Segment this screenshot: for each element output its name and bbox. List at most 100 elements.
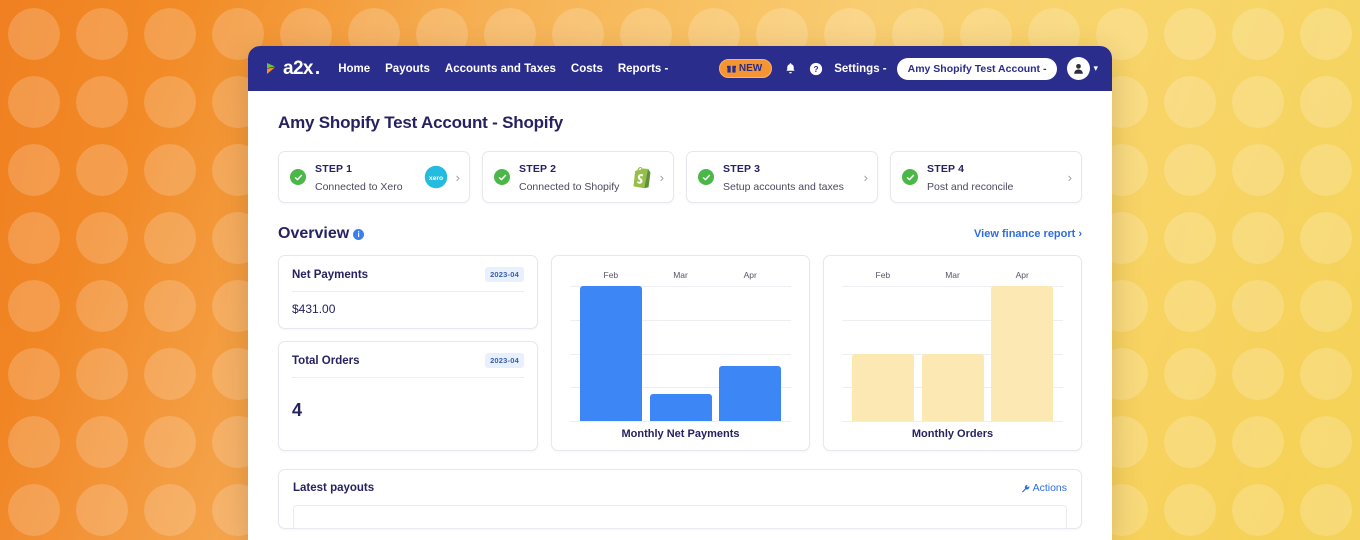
divider <box>292 291 524 292</box>
bar-apr[interactable] <box>719 365 782 421</box>
bar-slot <box>715 286 785 421</box>
bar-mar[interactable] <box>921 353 984 421</box>
overview-grid: Net Payments 2023-04 $431.00 Total Order… <box>278 255 1082 451</box>
nav-link-home[interactable]: Home <box>338 62 371 75</box>
gridline <box>570 421 791 422</box>
divider <box>292 377 524 378</box>
step-label-2: STEP 2 <box>519 163 557 175</box>
step-text-2: STEP 2 Connected to Shopify <box>519 159 628 195</box>
chevron-right-icon: › <box>1078 228 1082 240</box>
stat-title-total-orders: Total Orders <box>292 354 360 367</box>
overview-title: Overview <box>278 225 350 242</box>
view-finance-report-label: View finance report <box>974 228 1076 240</box>
new-badge[interactable]: NEW <box>718 59 773 78</box>
chart-tick: Apr <box>1015 270 1029 280</box>
svg-text:xero: xero <box>429 175 443 182</box>
check-icon <box>902 169 918 185</box>
chart-tick: Apr <box>743 270 757 280</box>
step-chevron-4: › <box>1067 169 1072 185</box>
chart-bars <box>570 286 791 421</box>
bar-slot <box>918 286 988 421</box>
bar-slot <box>987 286 1057 421</box>
info-icon[interactable]: i <box>353 228 365 240</box>
step-sub-1: Connected to Xero <box>315 181 403 193</box>
step-chevron-1: › <box>455 169 460 185</box>
chart-gridlines <box>570 286 791 422</box>
step-label-1: STEP 1 <box>315 163 353 175</box>
shopify-logo-icon <box>633 167 651 189</box>
step-card-1[interactable]: STEP 1 Connected to Xero xero › <box>278 151 470 203</box>
settings-menu[interactable]: Settings - <box>834 63 886 75</box>
svg-text:?: ? <box>814 64 819 74</box>
step-sub-3: Setup accounts and taxes <box>723 181 844 193</box>
step-label-3: STEP 3 <box>723 163 761 175</box>
gridline <box>842 286 1063 287</box>
notifications-button[interactable] <box>782 61 798 77</box>
step-card-4[interactable]: STEP 4 Post and reconcile › <box>890 151 1082 203</box>
gridline <box>570 387 791 389</box>
chart-x-ticks: Feb Mar Apr <box>570 270 791 280</box>
page-title: Amy Shopify Test Account - Shopify <box>278 113 564 132</box>
chart-bars <box>842 286 1063 421</box>
period-badge-net-payments: 2023-04 <box>485 267 524 282</box>
nav-link-accounts-and-taxes[interactable]: Accounts and Taxes <box>444 62 556 75</box>
bar-feb[interactable] <box>851 353 914 421</box>
step-sub-4: Post and reconcile <box>927 181 1014 193</box>
step-text-4: STEP 4 Post and reconcile <box>927 159 1068 195</box>
stat-head: Total Orders 2023-04 <box>292 353 524 368</box>
user-avatar-icon <box>1074 63 1084 74</box>
account-selector[interactable]: Amy Shopify Test Account - <box>896 57 1058 80</box>
user-menu[interactable]: ▾ <box>1067 57 1098 80</box>
chart-card-monthly-orders: Feb Mar Apr <box>823 255 1082 451</box>
check-icon <box>290 169 306 185</box>
view-finance-report-link[interactable]: View finance report › <box>974 228 1082 240</box>
stat-value-total-orders: 4 <box>292 400 303 420</box>
nav-link-payouts[interactable]: Payouts <box>385 62 430 75</box>
chart-tick: Mar <box>945 270 960 280</box>
a2x-logo-text: a2x <box>283 57 314 79</box>
step-text-1: STEP 1 Connected to Xero <box>315 159 424 195</box>
check-icon <box>698 169 714 185</box>
wrench-icon <box>1021 484 1029 492</box>
stat-title-net-payments: Net Payments <box>292 268 369 281</box>
check-icon <box>494 169 510 185</box>
bell-icon <box>786 63 795 74</box>
gridline <box>842 319 1063 321</box>
step-card-2[interactable]: STEP 2 Connected to Shopify › <box>482 151 674 203</box>
main-content: Amy Shopify Test Account - Shopify STEP … <box>248 91 1112 529</box>
nav-link-costs[interactable]: Costs <box>570 62 603 75</box>
bar-slot <box>576 286 646 421</box>
latest-payouts-title: Latest payouts <box>293 482 375 494</box>
navbar-right-group: NEW ? Settings - Amy Shopify Test Accoun… <box>718 57 1098 80</box>
top-navbar: a2x . Home Payouts Accounts and Taxes Co… <box>248 46 1112 91</box>
chart-plot-area <box>570 286 791 422</box>
payouts-actions-button[interactable]: Actions <box>1021 482 1067 494</box>
chart-x-ticks: Feb Mar Apr <box>842 270 1063 280</box>
settings-label: Settings - <box>834 62 887 75</box>
overview-header: Overview i View finance report › <box>278 225 1082 243</box>
avatar <box>1067 57 1091 80</box>
question-circle-icon: ? <box>810 62 823 75</box>
a2x-logo-period: . <box>314 57 321 79</box>
chart-tick: Feb <box>875 270 891 280</box>
stat-card-net-payments: Net Payments 2023-04 $431.00 <box>278 255 538 329</box>
step-chevron-2: › <box>659 169 664 185</box>
chart-plot-area <box>842 286 1063 422</box>
step-text-3: STEP 3 Setup accounts and taxes <box>723 159 864 195</box>
step-card-3[interactable]: STEP 3 Setup accounts and taxes › <box>686 151 878 203</box>
user-menu-caret: ▾ <box>1093 63 1098 73</box>
bar-feb[interactable] <box>579 286 642 421</box>
nav-links: Home Payouts Accounts and Taxes Costs Re… <box>338 63 668 75</box>
chart-tick: Mar <box>673 270 688 280</box>
gridline <box>570 353 791 355</box>
payouts-actions-label: Actions <box>1032 482 1067 494</box>
period-badge-total-orders: 2023-04 <box>485 353 524 368</box>
stat-value-net-payments: $431.00 <box>292 302 336 316</box>
app-window: a2x . Home Payouts Accounts and Taxes Co… <box>248 46 1112 540</box>
bar-mar[interactable] <box>649 394 712 421</box>
a2x-logo[interactable]: a2x . <box>266 58 320 80</box>
bar-apr[interactable] <box>991 286 1054 421</box>
nav-link-reports[interactable]: Reports - <box>617 62 669 75</box>
chart-card-monthly-net-payments: Feb Mar Apr <box>551 255 810 451</box>
help-button[interactable]: ? <box>808 61 824 77</box>
